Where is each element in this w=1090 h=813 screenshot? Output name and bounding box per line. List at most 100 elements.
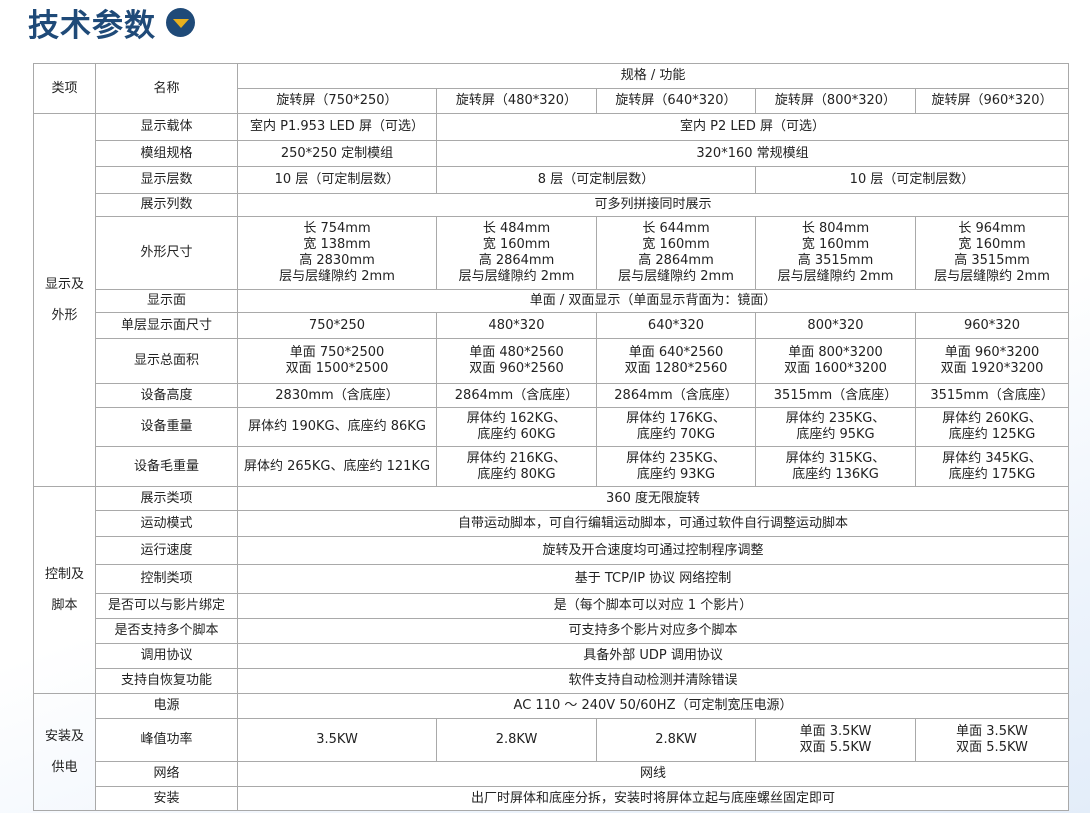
table-row: 控制及 脚本 展示类项 360 度无限旋转 — [33, 486, 1070, 694]
header-category: 类项 — [33, 63, 96, 114]
param-value-cell: 软件支持自动检测并清除错误 — [236, 668, 1070, 694]
param-value-cell: 320*160 常规模组 — [435, 140, 1070, 167]
param-name-cell: 是否支持多个脚本 — [95, 618, 238, 644]
param-value-cell: 屏体约 260KG、 底座约 125KG — [914, 407, 1070, 447]
param-value-cell: 长 484mm 宽 160mm 高 2864mm 层与层缝隙约 2mm — [436, 216, 597, 290]
param-value-cell: 单面 480*2560 双面 960*2560 — [436, 338, 597, 384]
param-value-cell: 长 644mm 宽 160mm 高 2864mm 层与层缝隙约 2mm — [596, 216, 756, 290]
param-value-cell: 基于 TCP/IP 协议 网络控制 — [236, 564, 1070, 594]
param-name-cell: 运动模式 — [95, 510, 238, 537]
spec-table: 类项 名称 规格 / 功能 旋转屏（750*250） 旋转屏（480*320） … — [33, 63, 1070, 811]
param-value-cell: 3515mm（含底座） — [755, 383, 916, 408]
param-value-cell: 屏体约 235KG、 底座约 93KG — [596, 446, 756, 487]
param-value-cell: 单面 / 双面显示（单面显示背面为：镜面） — [236, 289, 1070, 313]
page-title: 技术参数 — [28, 7, 156, 44]
param-value-cell: 屏体约 216KG、 底座约 80KG — [436, 446, 597, 487]
param-value-cell: 单面 750*2500 双面 1500*2500 — [237, 338, 437, 384]
table-row: 网络 网线 — [34, 761, 1070, 787]
param-name-cell: 设备毛重量 — [95, 446, 238, 487]
param-name-cell: 控制类项 — [95, 564, 238, 594]
table-row: 设备毛重量 屏体约 265KG、底座约 121KG 屏体约 216KG、 底座约 8… — [34, 446, 1070, 487]
param-value-cell: 屏体约 176KG、 底座约 70KG — [596, 407, 756, 447]
param-value-cell: 750*250 — [237, 312, 437, 339]
param-value-cell: 屏体约 190KG、底座约 86KG — [237, 407, 437, 447]
param-name-cell: 展示类项 — [95, 486, 238, 511]
param-value-cell: 屏体约 162KG、 底座约 60KG — [436, 407, 597, 447]
page-header: 技术参数 — [28, 2, 195, 44]
param-value-cell: 是（每个脚本可以对应 1 个影片） — [236, 593, 1070, 619]
param-name-cell: 单层显示面尺寸 — [95, 312, 238, 339]
category-cell: 控制及 脚本 — [33, 486, 96, 694]
param-value-cell: 800*320 — [755, 312, 916, 339]
param-value-cell: 自带运动脚本，可自行编辑运动脚本，可通过软件自行调整运动脚本 — [236, 510, 1070, 537]
param-value-cell: 2830mm（含底座） — [237, 383, 437, 408]
header-name: 名称 — [95, 63, 238, 114]
param-value-cell: 旋转及开合速度均可通过控制程序调整 — [236, 536, 1070, 565]
table-row: 控制类项 基于 TCP/IP 协议 网络控制 — [34, 564, 1070, 594]
param-name-cell: 支持自恢复功能 — [95, 668, 238, 694]
table-row: 是否支持多个脚本 可支持多个影片对应多个脚本 — [34, 618, 1070, 644]
param-value-cell: 室内 P2 LED 屏（可选） — [435, 113, 1070, 141]
param-value-cell: 360 度无限旋转 — [236, 486, 1070, 511]
table-row: 支持自恢复功能 软件支持自动检测并清除错误 — [34, 668, 1070, 694]
param-value-cell: 长 754mm 宽 138mm 高 2830mm 层与层缝隙约 2mm — [237, 216, 437, 290]
param-value-cell: 960*320 — [914, 312, 1070, 339]
table-row: 峰值功率 3.5KW 2.8KW 2.8KW 单面 3.5KW 双面 5.5KW 单面 3… — [34, 718, 1070, 762]
param-value-cell: 3515mm（含底座） — [914, 383, 1070, 408]
param-name-cell: 模组规格 — [95, 140, 238, 167]
table-row: 是否可以与影片绑定 是（每个脚本可以对应 1 个影片） — [34, 593, 1070, 619]
param-value-cell: 8 层（可定制层数） — [436, 166, 756, 194]
table-row: 运行速度 旋转及开合速度均可通过控制程序调整 — [34, 536, 1070, 565]
param-value-cell: 640*320 — [596, 312, 756, 339]
param-name-cell: 显示载体 — [95, 113, 238, 141]
header-model: 旋转屏（800*320） — [755, 88, 916, 114]
param-value-cell: 出厂时屏体和底座分拆，安装时将屏体立起与底座螺丝固定即可 — [236, 786, 1070, 811]
param-name-cell: 展示列数 — [95, 193, 238, 217]
param-value-cell: 可支持多个影片对应多个脚本 — [236, 618, 1070, 644]
table-row: 模组规格 250*250 定制模组 320*160 常规模组 — [34, 140, 1070, 167]
param-value-cell: 长 964mm 宽 160mm 高 3515mm 层与层缝隙约 2mm — [914, 216, 1070, 290]
param-name-cell: 电源 — [95, 693, 238, 719]
table-row: 安装 出厂时屏体和底座分拆，安装时将屏体立起与底座螺丝固定即可 — [34, 786, 1070, 811]
param-name-cell: 显示总面积 — [95, 338, 238, 384]
param-value-cell: 具备外部 UDP 调用协议 — [236, 643, 1070, 669]
param-value-cell: 10 层（可定制层数） — [237, 166, 437, 194]
param-value-cell: 单面 960*3200 双面 1920*3200 — [914, 338, 1070, 384]
param-name-cell: 峰值功率 — [95, 718, 238, 762]
table-row: 外形尺寸长 754mm 宽 138mm 高 2830mm 层与层缝隙约 2mm 长… — [34, 216, 1070, 290]
header-model: 旋转屏（750*250） — [237, 88, 437, 114]
param-value-cell: 单面 3.5KW 双面 5.5KW — [755, 718, 916, 762]
table-row: 显示总面积 单面 750*2500 双面 1500*2500 单面 480*2560… — [34, 338, 1070, 384]
param-value-cell: 屏体约 235KG、 底座约 95KG — [755, 407, 916, 447]
header-spec: 规格 / 功能 — [236, 63, 1070, 89]
param-value-cell: 2.8KW — [436, 718, 597, 762]
header-model: 旋转屏（480*320） — [436, 88, 597, 114]
header-row: 类项 名称 规格 / 功能 — [33, 63, 1070, 114]
param-name-cell: 调用协议 — [95, 643, 238, 669]
param-value-cell: AC 110 ～ 240V 50/60HZ（可定制宽压电源） — [236, 693, 1070, 719]
param-value-cell: 屏体约 345KG、 底座约 175KG — [914, 446, 1070, 487]
param-name-cell: 是否可以与影片绑定 — [95, 593, 238, 619]
table-row: 显示层数 10 层（可定制层数） 8 层（可定制层数） 10 层（可定制层数） — [34, 166, 1070, 194]
param-name-cell: 显示层数 — [95, 166, 238, 194]
param-value-cell: 2864mm（含底座） — [436, 383, 597, 408]
param-name-cell: 外形尺寸 — [95, 216, 238, 290]
param-name-cell: 网络 — [95, 761, 238, 787]
param-value-cell: 2.8KW — [596, 718, 756, 762]
header-models-row: 旋转屏（750*250） 旋转屏（480*320） 旋转屏（640*320） 旋… — [34, 88, 1070, 114]
param-value-cell: 单面 3.5KW 双面 5.5KW — [914, 718, 1070, 762]
param-value-cell: 10 层（可定制层数） — [754, 166, 1070, 194]
table-row: 显示及 外形 显示载体 室内 P1.953 LED 屏（可选） 室内 P2 LED 屏… — [33, 113, 1070, 487]
param-value-cell: 屏体约 265KG、底座约 121KG — [237, 446, 437, 487]
table-row: 设备重量 屏体约 190KG、底座约 86KG 屏体约 162KG、 底座约 60K… — [34, 407, 1070, 447]
param-value-cell: 网线 — [236, 761, 1070, 787]
param-name-cell: 运行速度 — [95, 536, 238, 565]
table-row: 调用协议 具备外部 UDP 调用协议 — [34, 643, 1070, 669]
param-value-cell: 480*320 — [436, 312, 597, 339]
chevron-down-icon[interactable] — [166, 7, 195, 37]
category-cell: 显示及 外形 — [33, 113, 96, 487]
param-name-cell: 设备高度 — [95, 383, 238, 408]
param-name-cell: 安装 — [95, 786, 238, 811]
table-row: 显示面 单面 / 双面显示（单面显示背面为：镜面） — [34, 289, 1070, 313]
param-value-cell: 可多列拼接同时展示 — [236, 193, 1070, 217]
